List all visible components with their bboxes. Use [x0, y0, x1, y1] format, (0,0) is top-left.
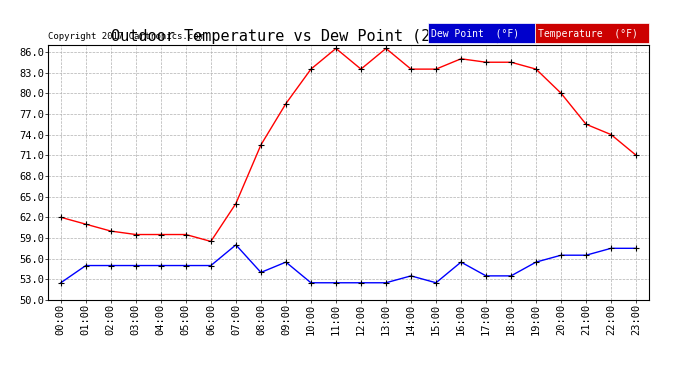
Title: Outdoor Temperature vs Dew Point (24 Hours) 20170730: Outdoor Temperature vs Dew Point (24 Hou…	[111, 29, 586, 44]
Text: Dew Point  (°F): Dew Point (°F)	[431, 29, 520, 39]
Text: Temperature  (°F): Temperature (°F)	[538, 29, 638, 39]
Text: Copyright 2017 Cartronics.com: Copyright 2017 Cartronics.com	[48, 32, 204, 41]
